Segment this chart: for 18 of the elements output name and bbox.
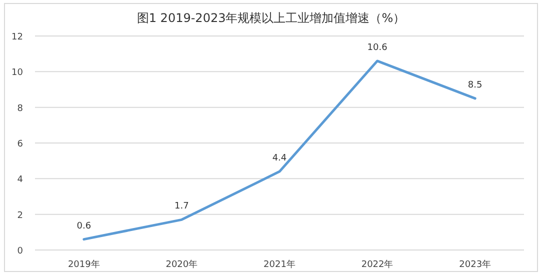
y-tick-label: 0	[17, 246, 24, 256]
data-label: 4.4	[272, 154, 287, 164]
x-tick-label: 2023年	[459, 259, 492, 270]
y-tick-label: 6	[17, 140, 24, 150]
data-label: 1.7	[174, 202, 189, 212]
data-label: 10.6	[367, 42, 388, 53]
chart-title: 图1 2019-2023年规模以上工业增加值增速（%）	[136, 11, 406, 25]
x-tick-label: 2021年	[264, 259, 296, 270]
y-tick-label: 12	[12, 32, 23, 42]
x-tick-label: 2020年	[166, 259, 198, 270]
data-label: 8.5	[468, 80, 482, 90]
x-tick-label: 2022年	[361, 259, 394, 270]
data-label: 0.6	[76, 221, 92, 232]
x-tick-label: 2019年	[68, 259, 100, 270]
y-tick-label: 2	[17, 210, 23, 221]
y-tick-label: 4	[17, 175, 24, 186]
y-tick-label: 8	[17, 104, 24, 114]
y-tick-label: 10	[12, 68, 24, 78]
